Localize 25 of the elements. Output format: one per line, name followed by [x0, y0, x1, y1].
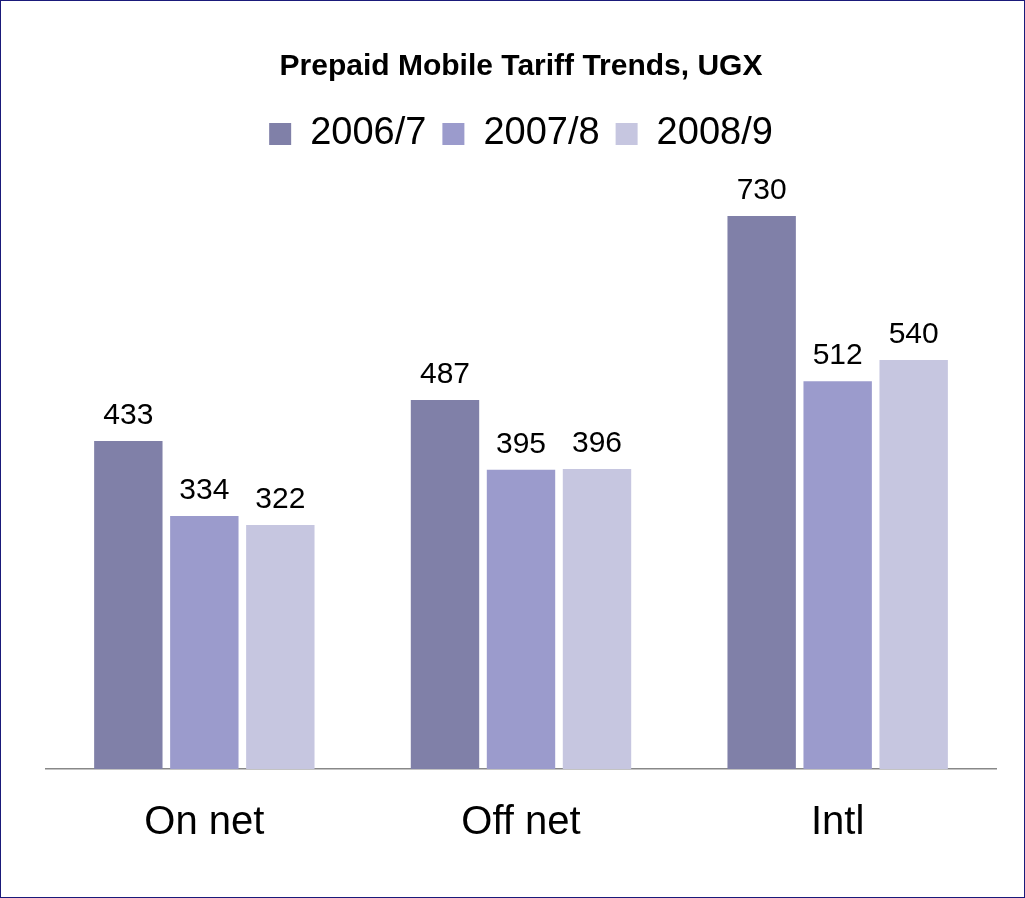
data-label: 395 — [495, 426, 547, 460]
bar — [94, 441, 163, 769]
x-tick-label: Intl — [810, 798, 865, 843]
bar — [170, 516, 239, 769]
data-label: 512 — [812, 337, 863, 371]
data-label: 487 — [419, 356, 471, 390]
data-label: 396 — [571, 425, 623, 459]
bar — [486, 469, 556, 769]
data-label: 730 — [736, 172, 787, 206]
legend-label: 2008/9 — [656, 110, 773, 153]
data-label: 322 — [255, 481, 306, 515]
x-tick-label: Off net — [461, 798, 581, 843]
data-label: 334 — [179, 472, 230, 506]
bar — [727, 216, 796, 769]
bar — [246, 525, 315, 769]
data-label: 433 — [103, 397, 154, 431]
legend-label: 2007/8 — [483, 110, 600, 153]
x-tick-label: On net — [144, 798, 265, 843]
bar — [803, 381, 872, 769]
chart-title: Prepaid Mobile Tariff Trends, UGX — [279, 48, 763, 82]
legend-label: 2006/7 — [310, 110, 427, 153]
bar — [562, 469, 632, 769]
bar — [410, 400, 480, 769]
data-label: 540 — [888, 316, 939, 350]
bar — [879, 359, 948, 769]
